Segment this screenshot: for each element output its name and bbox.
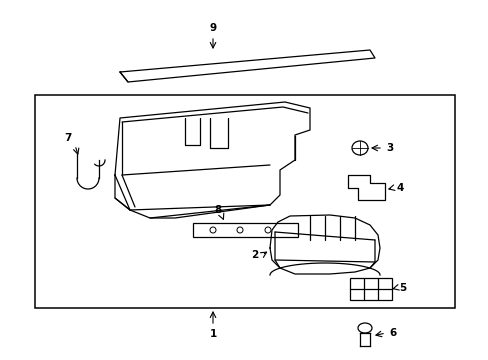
Text: 9: 9 xyxy=(209,23,216,33)
Text: 4: 4 xyxy=(395,183,403,193)
Text: 8: 8 xyxy=(214,205,221,215)
Bar xyxy=(193,223,297,237)
Text: 5: 5 xyxy=(399,283,406,293)
Text: 7: 7 xyxy=(64,133,72,143)
Bar xyxy=(35,95,454,308)
Text: 3: 3 xyxy=(386,143,393,153)
Text: 6: 6 xyxy=(388,328,396,338)
Text: 1: 1 xyxy=(209,329,216,339)
Text: 2: 2 xyxy=(251,250,258,260)
Bar xyxy=(349,278,391,300)
